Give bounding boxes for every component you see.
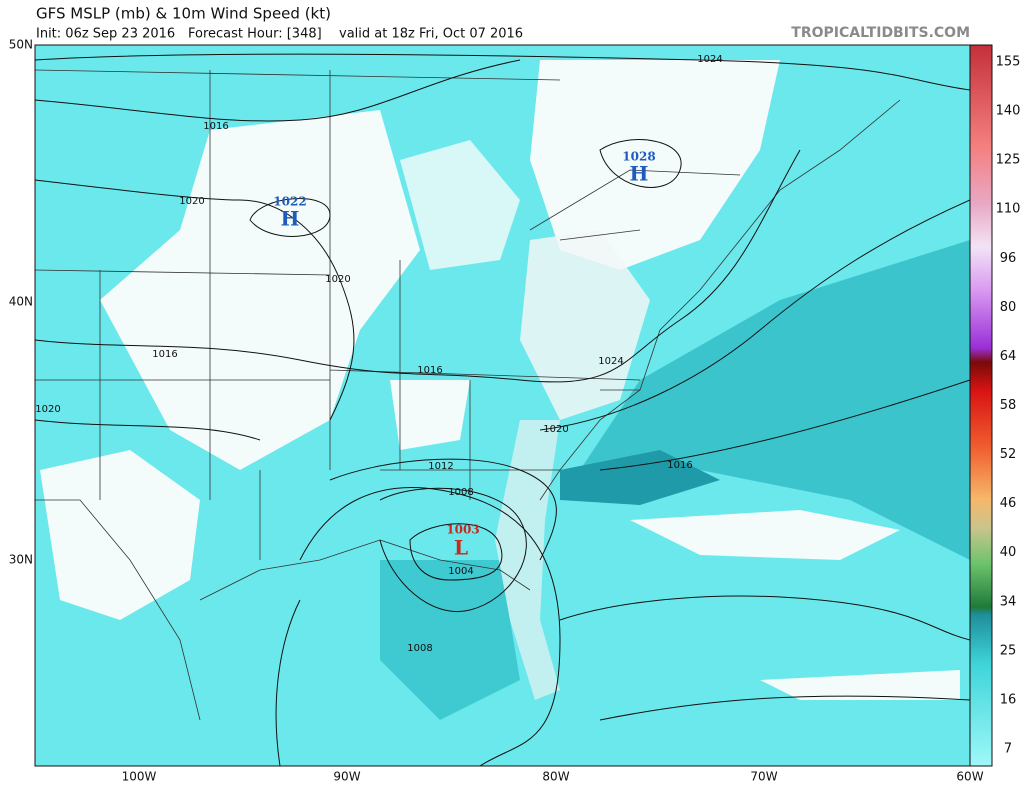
forecast-hour: Forecast Hour: [348]: [188, 27, 322, 42]
calm-area: [530, 60, 780, 270]
isobar-label: 1024: [697, 54, 722, 65]
valid-time: valid at 18z Fri, Oct 07 2016: [339, 27, 523, 42]
calm-area: [40, 450, 200, 620]
high-pressure-symbol: H: [281, 207, 300, 231]
isobar-label: 1008: [407, 643, 432, 654]
lon-label: 70W: [750, 770, 777, 784]
lon-label: 60W: [956, 770, 983, 784]
calm-area: [390, 380, 470, 450]
isobars: [35, 53, 970, 766]
borders: [35, 69, 901, 721]
isobar-label: 1020: [35, 404, 60, 415]
colorbar-ticks: 155 140 125 110 96 80 64 58 52 46 40 34 25 16 7: [996, 55, 1021, 757]
isobar-label: 1020: [543, 424, 568, 435]
colorbar-tick-label: 96: [1000, 251, 1017, 266]
colorbar-tick-label: 46: [1000, 496, 1017, 511]
colorbar-tick-label: 25: [1000, 643, 1017, 658]
lon-label: 90W: [333, 770, 360, 784]
high-pressure-symbol: H: [630, 162, 649, 186]
windy-area: [380, 560, 520, 720]
isobar-label: 1012: [428, 461, 453, 472]
florida: [495, 420, 560, 700]
windy-area: [560, 450, 720, 505]
isobar-label: 1020: [179, 196, 204, 207]
isobar-label: 1016: [152, 349, 177, 360]
lat-label: 50N: [9, 38, 33, 52]
calm-area: [630, 510, 900, 560]
calm-area: [760, 670, 960, 700]
isobar-label: 1016: [667, 460, 692, 471]
colorbar-tick-label: 80: [1000, 300, 1017, 315]
colorbar-tick-label: 40: [1000, 545, 1017, 560]
high-pressure-value: 1028: [622, 150, 655, 164]
colorbar-tick-label: 155: [996, 55, 1021, 70]
low-pressure-value: 1003: [446, 523, 479, 537]
low-pressure-symbol: L: [454, 536, 468, 560]
lat-label: 30N: [9, 553, 33, 567]
lon-label: 100W: [122, 770, 157, 784]
isobar-label: 1020: [325, 274, 350, 285]
colorbar-tick-label: 110: [996, 202, 1021, 217]
calm-area: [400, 140, 520, 270]
colorbar: [969, 44, 993, 767]
lon-label: 80W: [542, 770, 569, 784]
credit: TROPICALTIDBITS.COM: [791, 25, 970, 41]
isobar-label: 1016: [203, 121, 228, 132]
colorbar-tick-label: 125: [996, 153, 1021, 168]
high-pressure-value: 1022: [273, 195, 306, 209]
colorbar-tick-label: 64: [1000, 349, 1017, 364]
isobar-label: 1016: [417, 365, 442, 376]
isobar-label: 1024: [598, 356, 623, 367]
title: GFS MSLP (mb) & 10m Wind Speed (kt): [36, 5, 331, 23]
isobar-label: 1008: [448, 487, 473, 498]
colorbar-tick-label: 52: [1000, 447, 1017, 462]
lat-label: 40N: [9, 295, 33, 309]
colorbar-tick-label: 140: [996, 104, 1021, 119]
map-area: 1024 1016 1020 1020 1016 1020 1016 1024 …: [35, 45, 970, 766]
land: [520, 230, 650, 420]
colorbar-tick-label: 34: [1000, 594, 1017, 609]
colorbar-tick-label: 16: [1000, 692, 1017, 707]
colorbar-tick-label: 58: [1000, 398, 1017, 413]
init-time: Init: 06z Sep 23 2016: [36, 27, 175, 42]
colorbar-tick-label: 7: [1004, 742, 1012, 757]
isobar-label: 1004: [448, 566, 473, 577]
windy-area: [560, 240, 970, 560]
